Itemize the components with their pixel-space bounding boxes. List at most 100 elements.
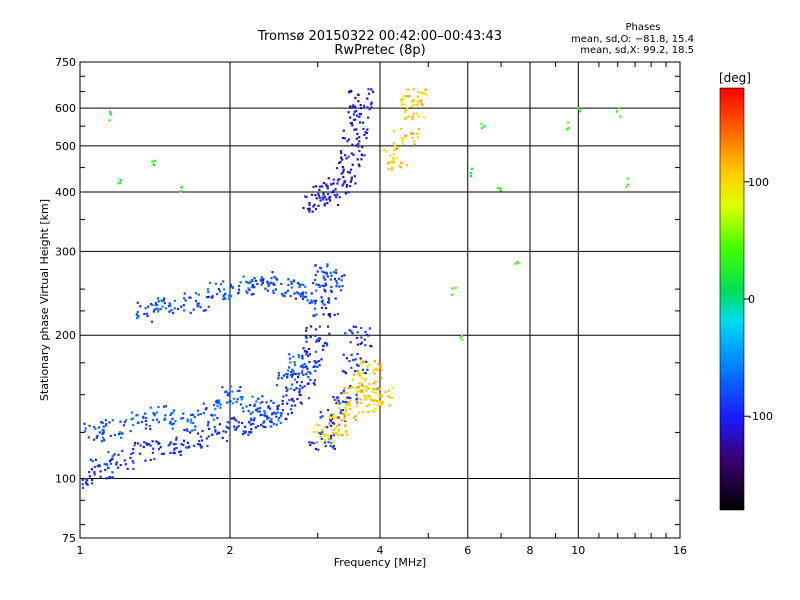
data-point (340, 275, 344, 278)
data-point (313, 360, 316, 363)
data-point (158, 442, 161, 445)
data-point (89, 458, 92, 461)
data-point (310, 441, 314, 444)
data-point (347, 191, 350, 194)
data-point (287, 369, 290, 372)
data-point (250, 293, 253, 296)
data-point (363, 338, 366, 341)
data-point (192, 308, 195, 311)
data-point (297, 353, 300, 357)
data-point (365, 131, 368, 134)
data-point (132, 467, 135, 471)
data-point (270, 413, 273, 416)
data-point (210, 413, 213, 416)
data-point (151, 451, 154, 454)
data-point (355, 128, 358, 131)
data-point (451, 293, 454, 296)
data-point (314, 361, 317, 364)
data-point (153, 413, 156, 416)
data-point (355, 402, 359, 405)
data-point (217, 431, 220, 434)
data-point (134, 441, 137, 444)
data-point (324, 341, 327, 345)
data-point (265, 401, 268, 404)
data-point (341, 171, 345, 174)
data-point (293, 388, 296, 392)
data-point (208, 427, 211, 430)
data-point (132, 423, 135, 427)
data-point (362, 360, 365, 363)
data-point (99, 470, 102, 473)
data-point (351, 143, 354, 146)
data-point (263, 414, 266, 417)
data-point (314, 302, 317, 305)
data-point (410, 105, 413, 108)
data-point (333, 432, 336, 435)
data-point (193, 428, 196, 431)
data-point (225, 440, 229, 443)
data-point (381, 394, 384, 397)
data-point (171, 427, 174, 430)
data-point (240, 398, 243, 401)
data-point (459, 336, 462, 339)
data-point (276, 384, 279, 387)
data-point (337, 429, 340, 432)
data-point (367, 88, 370, 91)
data-point (204, 408, 207, 411)
data-point (309, 378, 312, 381)
data-point (365, 377, 368, 380)
data-point (316, 430, 319, 433)
data-point (264, 412, 267, 415)
data-point (326, 185, 329, 188)
data-point (344, 332, 347, 335)
data-point (395, 147, 398, 150)
data-point (120, 432, 123, 435)
data-point (402, 137, 405, 140)
data-point (350, 330, 353, 333)
data-point (99, 475, 102, 478)
data-point (411, 132, 414, 135)
data-point (335, 167, 339, 170)
data-point (146, 443, 149, 446)
data-point (105, 423, 108, 426)
data-point (326, 426, 329, 429)
data-point (340, 152, 343, 155)
data-point (499, 189, 502, 192)
data-point (220, 283, 223, 286)
data-point (259, 402, 262, 405)
data-point (355, 393, 358, 396)
data-point (277, 377, 280, 380)
data-point (304, 291, 308, 294)
data-point (164, 405, 167, 408)
data-point (312, 281, 315, 285)
data-point (349, 105, 352, 108)
y-tick-label: 500 (55, 140, 76, 153)
data-point (105, 477, 108, 480)
data-point (251, 395, 254, 398)
data-point (251, 286, 254, 289)
data-point (317, 283, 320, 286)
data-point (345, 430, 348, 433)
data-point (347, 155, 350, 158)
data-point (248, 420, 251, 423)
data-point (400, 98, 403, 102)
data-point (351, 378, 354, 381)
data-point (393, 149, 396, 152)
data-point (149, 458, 152, 461)
data-point (354, 370, 357, 373)
data-point (159, 308, 162, 311)
data-point (122, 424, 125, 427)
x-tick-label: 8 (527, 544, 534, 557)
data-point (416, 103, 419, 106)
data-point (405, 164, 409, 167)
data-point (358, 140, 361, 143)
data-point (288, 357, 292, 360)
data-point (480, 122, 483, 125)
data-point (197, 443, 200, 446)
data-point (315, 313, 318, 316)
data-point (362, 127, 365, 131)
data-point (326, 344, 329, 347)
data-point (353, 373, 356, 376)
data-point (357, 145, 360, 148)
